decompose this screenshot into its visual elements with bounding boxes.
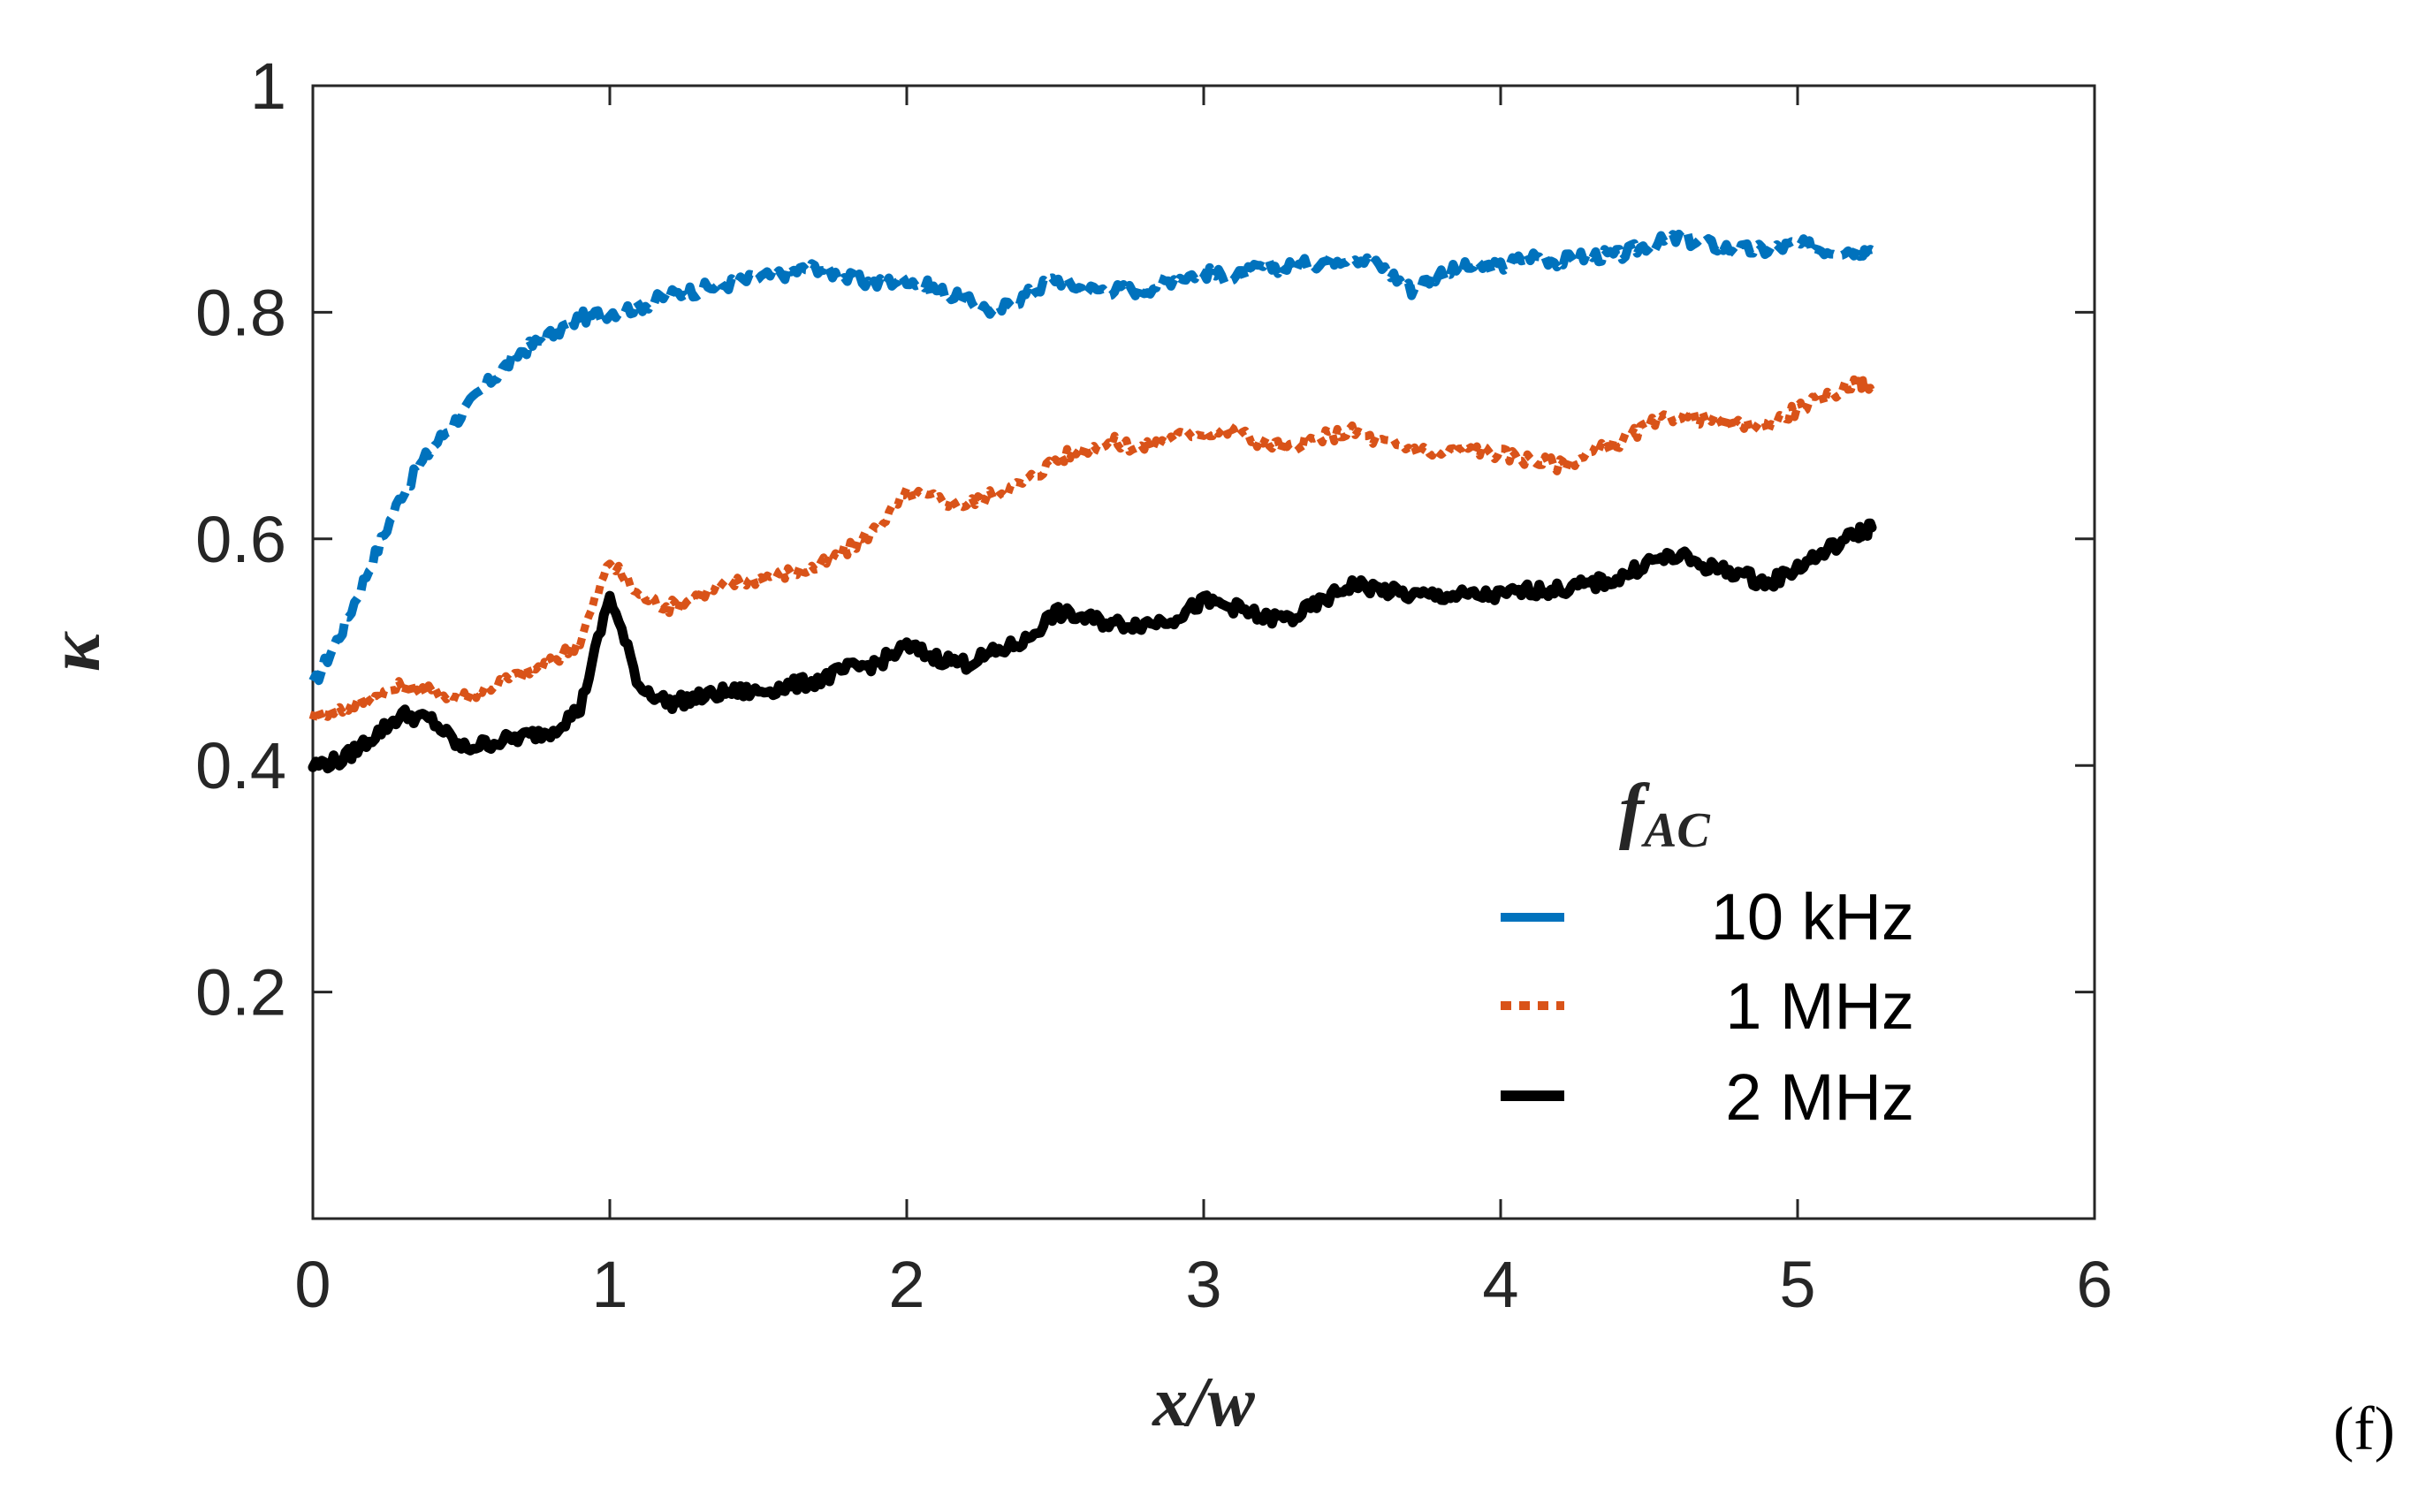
x-tick-label: 0 <box>294 1248 331 1321</box>
legend: fAC 10 kHz 1 MHz 2 MHz <box>1501 769 1914 1134</box>
y-tick-label: 0.4 <box>195 729 286 802</box>
legend-label: 2 MHz <box>1725 1060 1914 1134</box>
x-tick-label: 2 <box>888 1248 924 1321</box>
y-tick-label: 1 <box>250 49 286 123</box>
legend-entry: 10 kHz <box>1501 880 1914 954</box>
x-tick-label: 5 <box>1779 1248 1815 1321</box>
series-line-10-khz <box>308 229 1875 686</box>
y-tick-label: 0.6 <box>195 503 286 576</box>
series-line-2-mhz <box>308 518 1877 774</box>
series-layer <box>308 229 1877 774</box>
y-tick-label: 0.8 <box>195 276 286 349</box>
legend-title-subscript: AC <box>1641 803 1710 858</box>
x-tick-label: 1 <box>591 1248 627 1321</box>
y-axis-label: κ <box>34 630 116 672</box>
panel-label: (f) <box>2333 1395 2395 1463</box>
x-tick-label: 4 <box>1482 1248 1518 1321</box>
axis-ticks: 0 1 2 3 4 5 6 0.2 0.4 0.6 0.8 1 <box>195 49 2112 1321</box>
series-line-1-mhz <box>308 372 1876 723</box>
legend-entry: 1 MHz <box>1501 969 1914 1043</box>
legend-entry: 2 MHz <box>1501 1060 1914 1134</box>
legend-title: fAC <box>1619 769 1710 858</box>
x-tick-label: 3 <box>1185 1248 1221 1321</box>
x-axis-label: x/w <box>1152 1364 1255 1441</box>
legend-label: 1 MHz <box>1725 969 1914 1043</box>
legend-label: 10 kHz <box>1711 880 1914 954</box>
x-tick-label: 6 <box>2076 1248 2112 1321</box>
y-tick-label: 0.2 <box>195 956 286 1030</box>
